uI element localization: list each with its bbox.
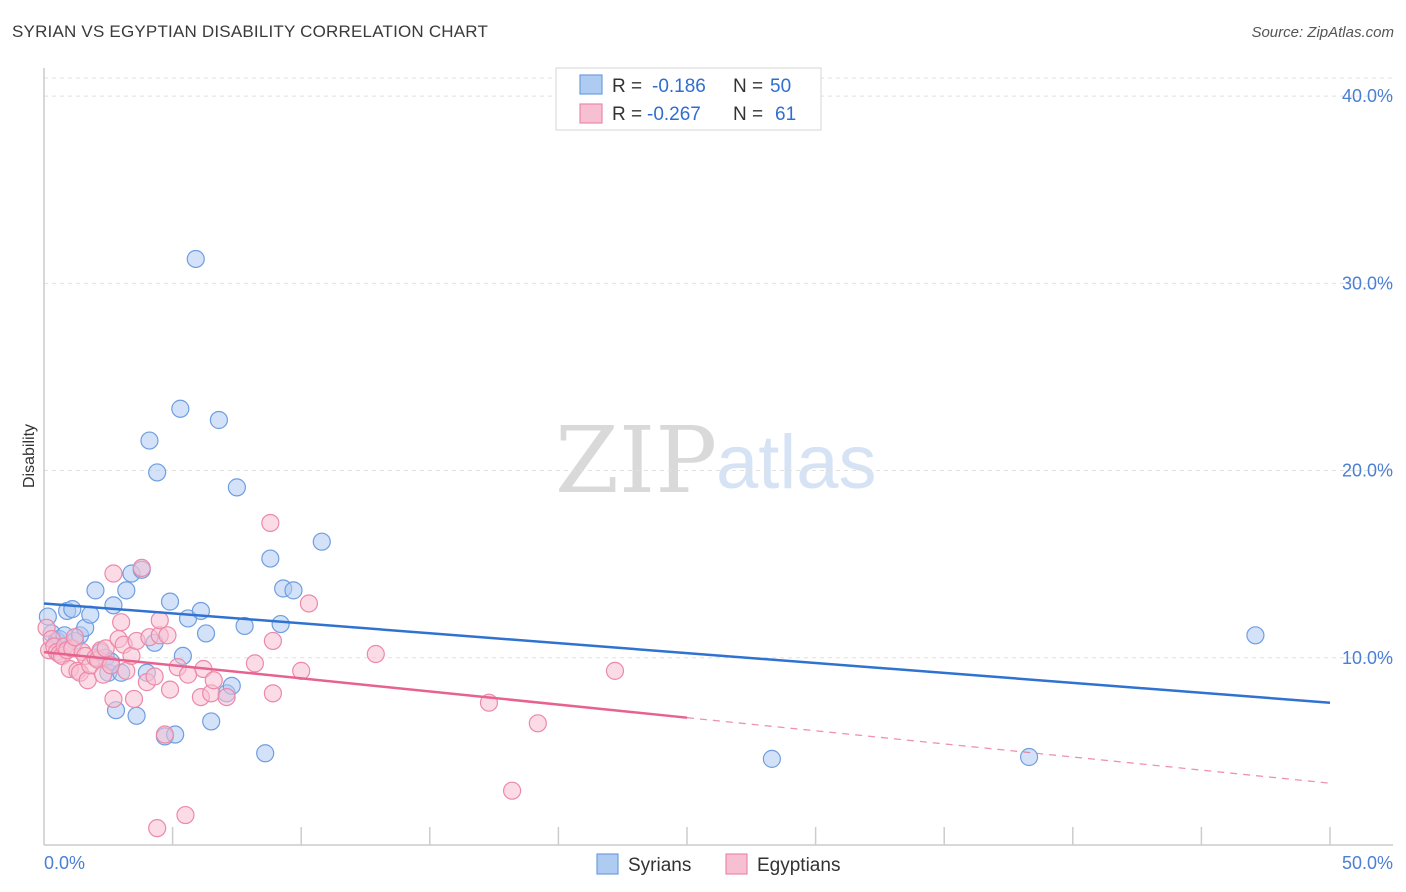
syrians-point: [261, 549, 280, 568]
x-tick-label-min: 0.0%: [44, 853, 85, 873]
stats-legend: R = -0.186 N = 50 R = -0.267 N = 61: [555, 67, 822, 131]
x-tick-label-max: 50.0%: [1342, 853, 1393, 873]
syrians-point: [762, 749, 781, 768]
syrians-point: [271, 614, 290, 634]
syrians-point: [235, 616, 254, 636]
syrians-point: [209, 410, 228, 430]
egyptians-point: [65, 628, 84, 647]
syrians-point: [1019, 747, 1039, 767]
source-credit: Source: ZipAtlas.com: [1251, 24, 1394, 41]
egyptians-point: [104, 564, 123, 583]
legend-syrians-label: Syrians: [628, 855, 691, 876]
syrians-point: [227, 478, 246, 497]
egyptians-r-value: -0.267: [647, 104, 701, 125]
egyptians-point: [104, 689, 123, 709]
egyptians-point: [124, 689, 144, 709]
egyptians-point: [299, 594, 319, 613]
egyptians-n-label: N =: [733, 104, 763, 125]
egyptians-point: [503, 781, 522, 800]
series-legend: Syrians Egyptians: [596, 853, 840, 876]
egyptians-swatch: [579, 103, 603, 124]
y-tick-label: 20.0%: [1342, 461, 1393, 481]
egyptians-point: [78, 671, 97, 690]
x-axis-ticks: [171, 827, 1331, 845]
egyptians-point: [366, 644, 385, 664]
egyptians-point: [112, 613, 131, 632]
syrians-swatch: [579, 74, 603, 95]
egyptians-point: [145, 667, 164, 686]
syrians-point: [256, 744, 275, 763]
y-tick-label: 30.0%: [1342, 273, 1393, 293]
syrians-r-label: R =: [612, 76, 642, 97]
y-axis-title: Disability: [21, 424, 38, 488]
egyptians-point: [132, 558, 151, 578]
egyptians-point: [263, 684, 283, 703]
egyptians-point: [263, 631, 283, 651]
syrians-point: [86, 581, 105, 600]
syrians-n-label: N =: [733, 76, 763, 97]
egyptians-point: [217, 687, 236, 707]
egyptians-point: [176, 805, 195, 825]
syrians-point: [104, 596, 123, 615]
watermark-zip: ZIP: [555, 407, 717, 514]
syrians-n-value: 50: [770, 76, 791, 97]
egyptians-point: [158, 626, 177, 645]
egyptians-r-label: R =: [612, 104, 642, 125]
egyptians-trend-line: [43, 650, 688, 719]
syrians-r-value: -0.186: [652, 76, 706, 97]
syrians-point: [148, 463, 167, 482]
egyptians-point: [204, 671, 223, 690]
syrians-point: [186, 249, 205, 269]
legend-syrians-swatch: [596, 853, 619, 875]
egyptians-point: [155, 725, 174, 744]
y-tick-label: 40.0%: [1342, 86, 1393, 106]
syrians-point: [171, 399, 190, 418]
syrians-point: [63, 599, 82, 619]
egyptians-point: [148, 819, 167, 838]
egyptians-points: [37, 513, 625, 838]
egyptians-point: [150, 611, 169, 630]
egyptians-point: [528, 714, 547, 733]
syrians-point: [1246, 626, 1265, 645]
syrians-point: [202, 712, 221, 731]
syrians-point: [284, 581, 303, 600]
syrians-point: [312, 532, 331, 551]
syrians-trend-line: [43, 602, 1331, 704]
legend-egyptians-label: Egyptians: [757, 855, 840, 876]
syrians-point: [140, 431, 159, 450]
egyptians-point: [605, 661, 625, 680]
egyptians-trend-extension: [686, 717, 1331, 784]
syrians-point: [127, 706, 146, 725]
egyptians-n-value: 61: [775, 104, 796, 125]
y-axis-tick-labels: 10.0% 20.0% 30.0% 40.0%: [1342, 86, 1393, 668]
y-tick-label: 10.0%: [1342, 648, 1393, 668]
egyptians-point: [96, 639, 115, 658]
chart-title: SYRIAN VS EGYPTIAN DISABILITY CORRELATIO…: [12, 22, 489, 41]
syrians-point: [117, 581, 136, 600]
grid-lines: [44, 77, 1393, 659]
syrians-point: [160, 592, 180, 611]
egyptians-point: [160, 680, 180, 699]
legend-egyptians-swatch: [725, 853, 748, 875]
watermark-atlas: atlas: [716, 420, 877, 505]
egyptians-point: [261, 513, 280, 533]
trend-lines: [43, 602, 1331, 784]
syrians-point: [196, 624, 216, 643]
egyptians-point: [245, 654, 265, 673]
